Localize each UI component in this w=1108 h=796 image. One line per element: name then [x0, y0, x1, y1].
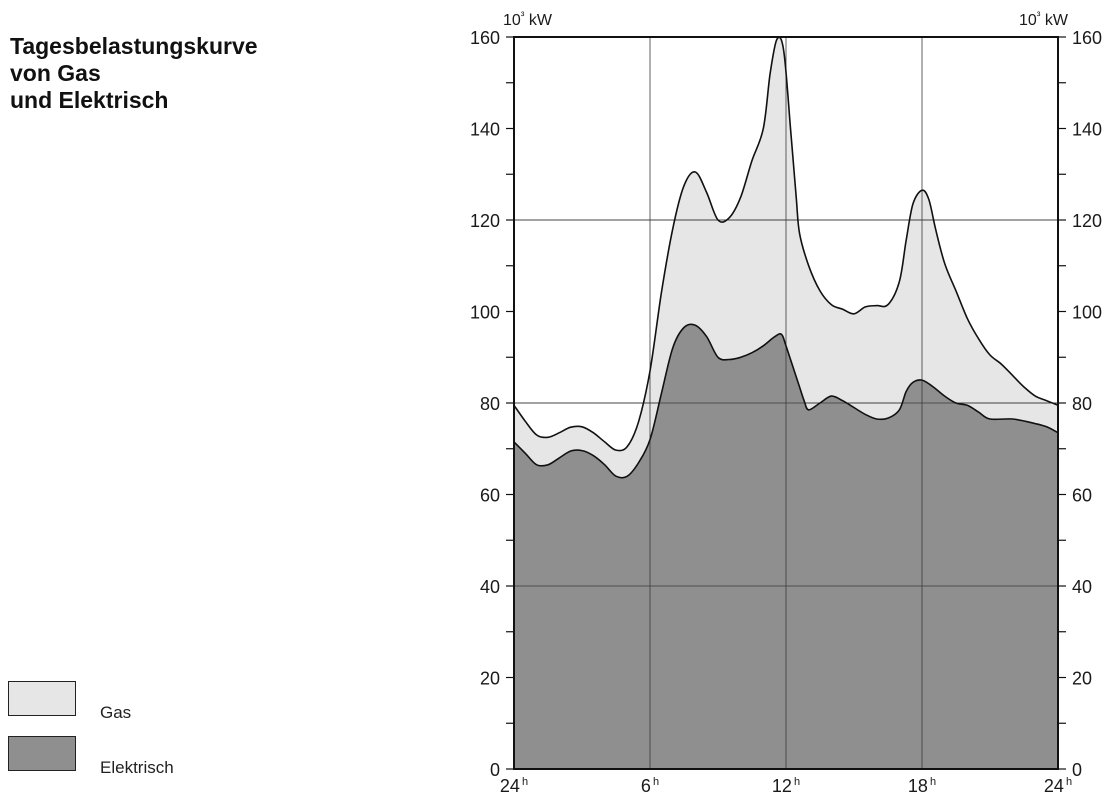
y-tick-label-left-60: 60 [480, 486, 500, 506]
legend-item-gas: Gas [8, 681, 248, 722]
chart-title-line-2: von Gas [10, 60, 101, 86]
chart-title-line-1: Tagesbelastungskurve [10, 33, 258, 59]
y-tick-label-right-20: 20 [1072, 669, 1092, 689]
y-tick-label-right-160: 160 [1072, 28, 1102, 48]
y-tick-label-right-80: 80 [1072, 394, 1092, 414]
legend-label-elektrisch: Elektrisch [100, 758, 174, 777]
x-tick-label-4: 24 h [1044, 776, 1072, 796]
y-unit-right: 10³ kW [1019, 10, 1069, 29]
y-tick-label-left-160: 160 [470, 28, 500, 48]
y-tick-label-right-140: 140 [1072, 120, 1102, 140]
y-tick-label-right-60: 60 [1072, 486, 1092, 506]
y-tick-label-left-120: 120 [470, 211, 500, 231]
y-tick-label-left-40: 40 [480, 577, 500, 597]
x-tick-label-0: 24 h [500, 776, 528, 796]
gas-line [513, 36, 1059, 452]
legend-swatch-gas [8, 681, 76, 716]
y-tick-label-left-80: 80 [480, 394, 500, 414]
elektrisch-line [513, 323, 1059, 479]
y-unit-left: 10³ kW [503, 10, 553, 29]
chart-title-line-3: und Elektrisch [10, 87, 169, 113]
y-tick-label-left-0: 0 [490, 760, 500, 780]
legend-item-elektrisch: Elektrisch [8, 736, 248, 777]
y-tick-label-left-140: 140 [470, 120, 500, 140]
y-tick-label-right-100: 100 [1072, 303, 1102, 323]
x-tick-label-2: 12 h [772, 776, 800, 796]
y-tick-label-right-0: 0 [1072, 760, 1082, 780]
y-tick-label-right-40: 40 [1072, 577, 1092, 597]
legend-swatch-elektrisch [8, 736, 76, 771]
y-tick-label-left-20: 20 [480, 669, 500, 689]
y-tick-label-right-120: 120 [1072, 211, 1102, 231]
y-tick-label-left-100: 100 [470, 303, 500, 323]
legend-label-gas: Gas [100, 703, 132, 722]
x-tick-label-3: 18 h [908, 776, 936, 796]
chart-title: Tagesbelastungskurve von Gas und Elektri… [10, 33, 258, 114]
